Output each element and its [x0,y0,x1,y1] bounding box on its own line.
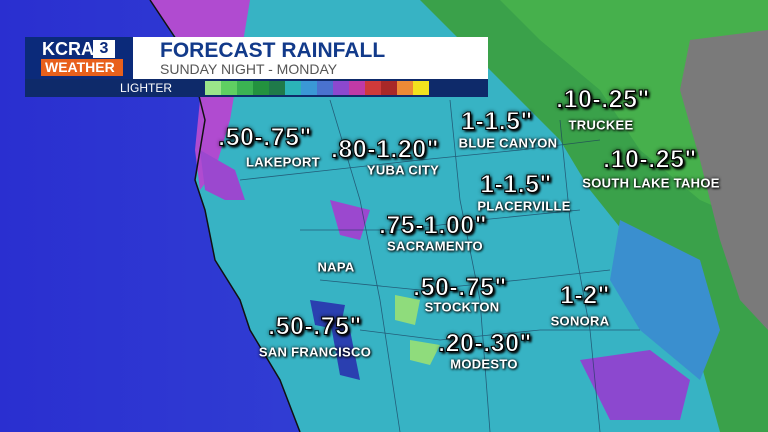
channel-number: 3 [93,40,115,58]
legend-swatch [397,81,413,95]
subtitle: SUNDAY NIGHT - MONDAY [160,61,338,77]
legend-scale [205,81,429,95]
rainfall-amount: 1-2" [560,281,611,310]
legend-swatch [285,81,301,95]
legend-swatch [205,81,221,95]
city-name: YUBA CITY [366,162,440,178]
city-name: LAKEPORT [246,154,320,170]
city-name: SACRAMENTO [387,238,483,254]
legend: LIGHTER [25,79,488,97]
rainfall-amount: .80-1.20" [330,135,440,164]
header: KCRA 3 WEATHER FORECAST RAINFALL SUNDAY … [25,37,488,79]
legend-label: LIGHTER [120,81,173,95]
city-name: SONORA [550,313,610,329]
title: FORECAST RAINFALL [160,39,386,62]
legend-swatch [381,81,397,95]
city-name: NAPA [317,259,355,275]
legend-swatch [365,81,381,95]
city-name: PLACERVILLE [477,198,571,214]
legend-swatch [301,81,317,95]
rainfall-amount: .50-.75" [218,123,312,152]
rainfall-amount: .50-.75" [268,312,362,341]
legend-swatch [237,81,253,95]
rainfall-amount: 1-1.5" [461,107,533,136]
city-name: TRUCKEE [568,117,634,133]
city-name: SAN FRANCISCO [258,344,372,360]
legend-swatch [413,81,429,95]
legend-swatch [333,81,349,95]
city-name: STOCKTON [424,299,500,315]
rainfall-amount: 1-1.5" [480,170,552,199]
weather-tag: WEATHER [41,59,123,76]
rainfall-amount: .75-1.00" [378,211,488,240]
legend-swatch [221,81,237,95]
rainfall-amount: .10-.25" [603,145,697,174]
legend-swatch [269,81,285,95]
city-name: MODESTO [450,356,518,372]
rainfall-amount: .50-.75" [413,273,507,302]
rainfall-amount: .20-.30" [438,329,532,358]
legend-swatch [317,81,333,95]
station-name: KCRA [42,39,94,59]
city-name: SOUTH LAKE TAHOE [582,175,720,191]
legend-swatch [253,81,269,95]
legend-swatch [349,81,365,95]
city-name: BLUE CANYON [458,135,558,151]
rainfall-amount: .10-.25" [556,85,650,114]
logo: KCRA 3 WEATHER [25,37,133,79]
